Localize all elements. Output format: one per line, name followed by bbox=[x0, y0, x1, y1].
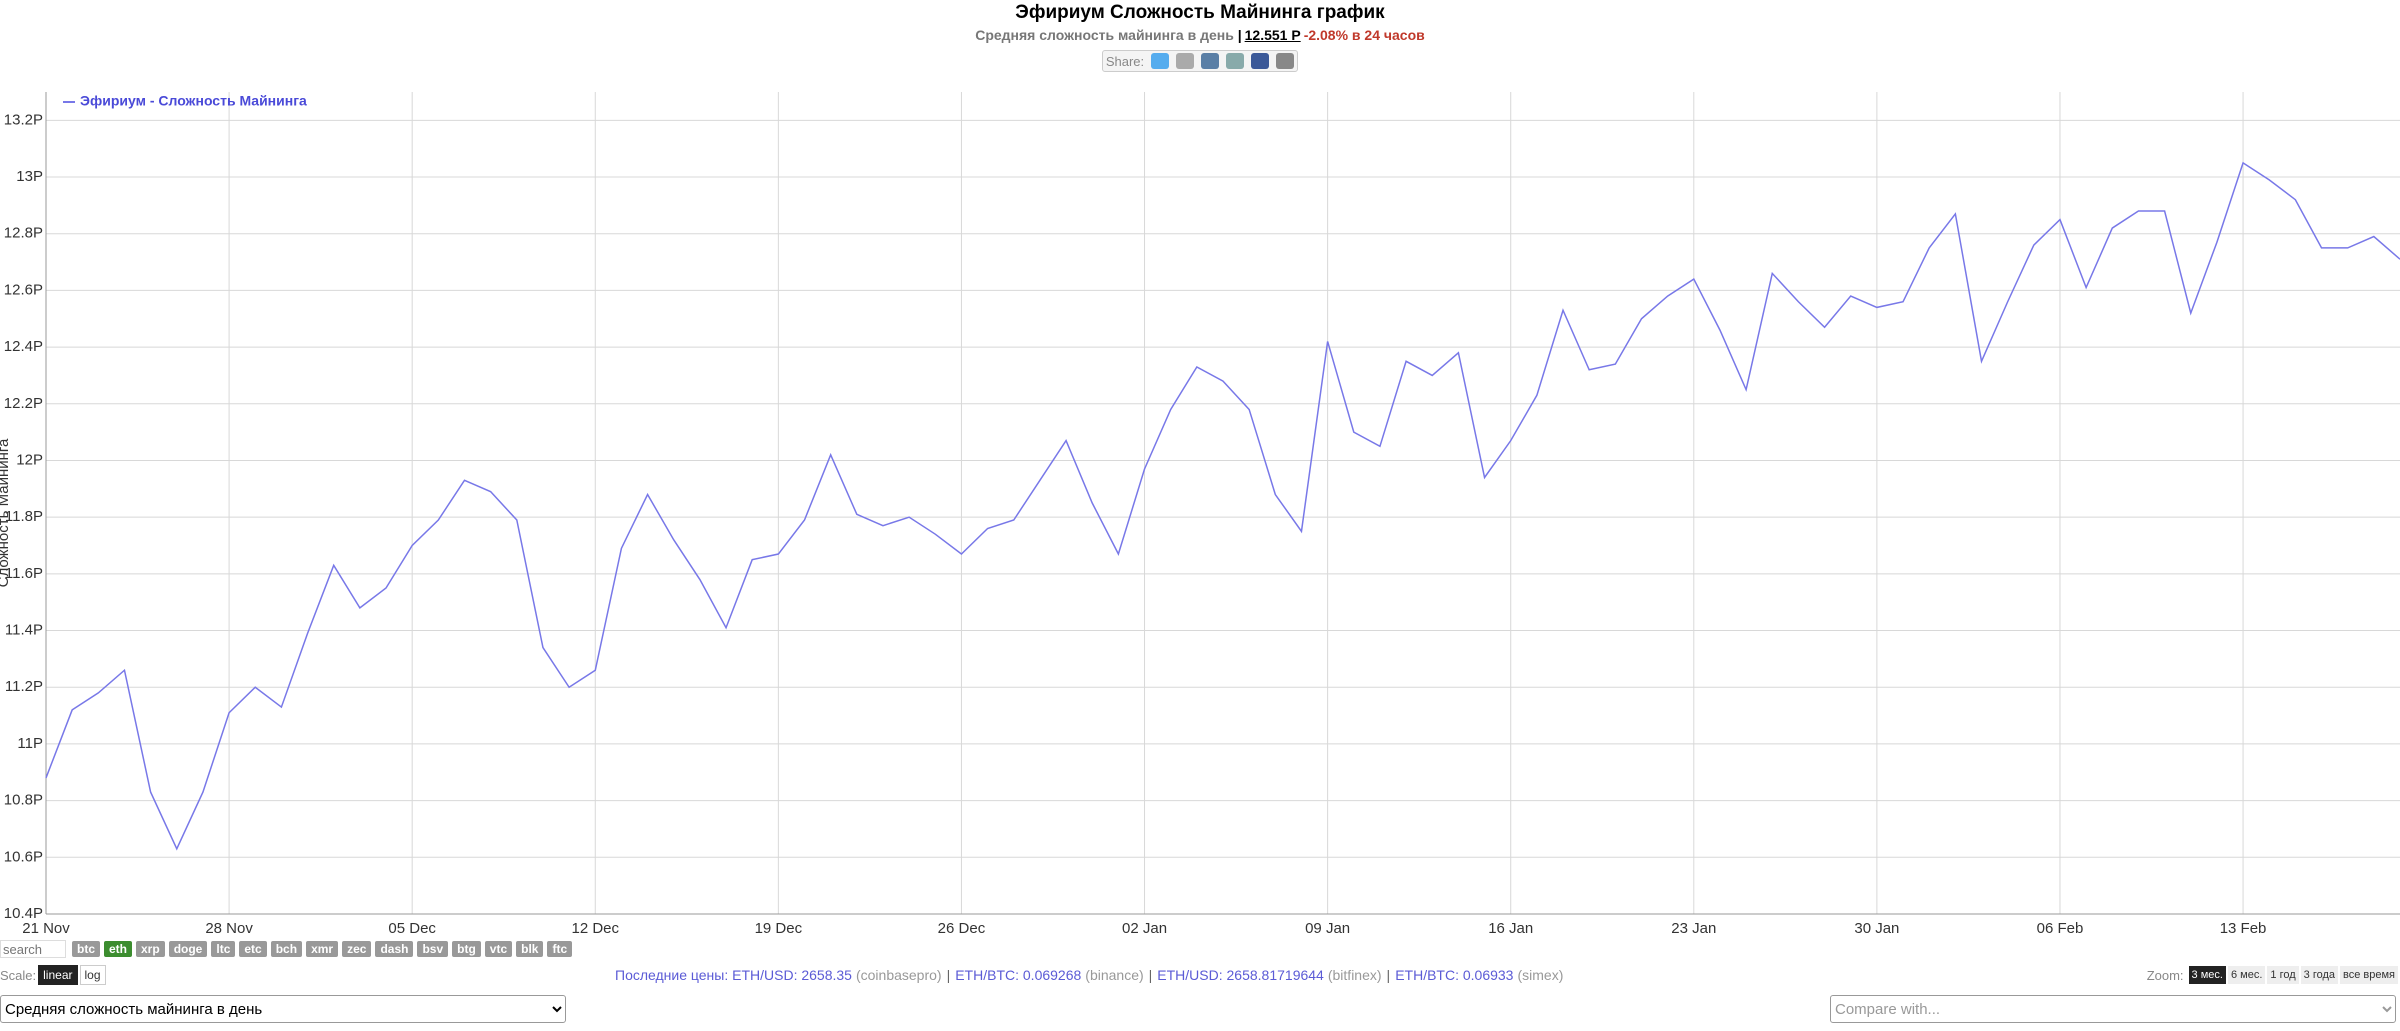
y-tick-label: 10.8P bbox=[4, 792, 43, 809]
coin-button[interactable]: ftc bbox=[547, 941, 573, 957]
zoom-button[interactable]: 3 года bbox=[2300, 966, 2338, 984]
series-line bbox=[45, 161, 2400, 851]
current-value: 12.551 P bbox=[1244, 27, 1301, 43]
subtitle-text: Средняя сложность майнинга в день bbox=[975, 27, 1234, 43]
price-quote: ETH/BTC: 0.069268 bbox=[955, 967, 1082, 983]
coin-button[interactable]: blk bbox=[516, 941, 544, 957]
y-tick-label: 13P bbox=[16, 168, 43, 185]
x-tick-label: 21 Nov bbox=[22, 920, 70, 937]
price-separator: | bbox=[1148, 967, 1153, 983]
price-source: (binance) bbox=[1085, 967, 1144, 983]
coin-button[interactable]: dash bbox=[375, 941, 414, 957]
scale-button[interactable]: log bbox=[79, 965, 106, 985]
scale-label: Scale: bbox=[0, 967, 37, 983]
coin-button[interactable]: etc bbox=[239, 941, 267, 957]
scale-row: Scale: linear log bbox=[0, 965, 106, 985]
legend-label: Эфириум - Сложность Майнинга bbox=[80, 93, 307, 109]
x-tick-label: 09 Jan bbox=[1305, 920, 1350, 937]
coin-button[interactable]: xrp bbox=[136, 941, 165, 957]
coin-row: btcethxrpdogeltcetcbchxmrzecdashbsvbtgvt… bbox=[0, 939, 576, 959]
x-tick-label: 16 Jan bbox=[1488, 920, 1533, 937]
y-tick-label: 10.6P bbox=[4, 848, 43, 865]
x-tick-label: 19 Dec bbox=[755, 920, 803, 937]
share-label: Share: bbox=[1105, 53, 1145, 69]
y-tick-label: 12P bbox=[16, 451, 43, 468]
zoom-button[interactable]: 6 мес. bbox=[2227, 966, 2266, 984]
x-tick-label: 28 Nov bbox=[205, 920, 253, 937]
y-tick-label: 10.4P bbox=[4, 905, 43, 922]
like-icon[interactable] bbox=[1226, 53, 1245, 69]
scale-button[interactable]: linear bbox=[38, 965, 78, 985]
weibo-icon[interactable] bbox=[1276, 53, 1295, 69]
y-tick-label: 11P bbox=[17, 735, 43, 752]
y-tick-label: 11.8P bbox=[5, 508, 43, 525]
x-tick-label: 12 Dec bbox=[572, 920, 620, 937]
change: -2.08% в 24 часов bbox=[1303, 27, 1425, 43]
share-box: Share: bbox=[1101, 50, 1299, 72]
coin-button[interactable]: bch bbox=[270, 941, 303, 957]
price-quote: ETH/BTC: 0.06933 bbox=[1395, 967, 1514, 983]
y-tick-label: 11.2P bbox=[5, 678, 43, 695]
y-tick-label: 12.4P bbox=[4, 338, 43, 355]
chart: 10.4P 10.6P 10.8P 11P 11.2P 11.4P 11.6P 11.8P 12… bbox=[0, 92, 2400, 937]
separator: | bbox=[1237, 27, 1242, 43]
y-tick-label: 11.4P bbox=[5, 622, 43, 639]
search-input[interactable] bbox=[0, 940, 66, 958]
coin-button[interactable]: vtc bbox=[484, 941, 513, 957]
coin-button[interactable]: btg bbox=[452, 941, 481, 957]
x-tick-label: 02 Jan bbox=[1122, 920, 1167, 937]
y-tick-label: 12.8P bbox=[4, 225, 43, 242]
price-source: (bitfinex) bbox=[1327, 967, 1382, 983]
facebook-icon[interactable] bbox=[1251, 53, 1270, 69]
last-prices: Последние цены: ETH/USD: 2658.35 (coinbas… bbox=[615, 965, 1563, 985]
x-tick-label: 13 Feb bbox=[2220, 920, 2267, 937]
y-tick-label: 12.6P bbox=[4, 281, 43, 298]
coin-button[interactable]: doge bbox=[168, 941, 208, 957]
x-tick-label: 30 Jan bbox=[1854, 920, 1899, 937]
coin-button[interactable]: ltc bbox=[211, 941, 236, 957]
last-prices-label: Последние цены: bbox=[615, 967, 729, 983]
y-tick-label: 13.2P bbox=[4, 111, 43, 128]
zoom-button[interactable]: 1 год bbox=[2267, 966, 2299, 984]
x-tick-label: 23 Jan bbox=[1671, 920, 1716, 937]
y-tick-label: 11.6P bbox=[5, 565, 43, 582]
price-quote: ETH/USD: 2658.35 bbox=[732, 967, 852, 983]
reddit-icon[interactable] bbox=[1176, 53, 1195, 69]
x-tick-label: 26 Dec bbox=[938, 920, 986, 937]
vk-icon[interactable] bbox=[1201, 53, 1220, 69]
x-tick-label: 05 Dec bbox=[388, 920, 436, 937]
zoom-row: Zoom: 3 мес. 6 мес. 1 год 3 года все время bbox=[2147, 965, 2398, 985]
coin-button[interactable]: bsv bbox=[417, 941, 449, 957]
price-separator: | bbox=[946, 967, 951, 983]
share-row: Share: bbox=[0, 50, 2400, 72]
zoom-button[interactable]: 3 мес. bbox=[2188, 966, 2226, 984]
x-tick-label: 06 Feb bbox=[2037, 920, 2084, 937]
coin-button[interactable]: xmr bbox=[306, 941, 339, 957]
y-tick-label: 12.2P bbox=[4, 395, 43, 412]
twitter-icon[interactable] bbox=[1151, 53, 1170, 69]
price-quote: ETH/USD: 2658.81719644 bbox=[1157, 967, 1324, 983]
compare-select[interactable]: Compare with... bbox=[1830, 995, 2396, 1023]
price-source: (simex) bbox=[1517, 967, 1564, 983]
metric-select[interactable]: Средняя сложность майнинга в день bbox=[0, 995, 566, 1023]
price-source: (coinbasepro) bbox=[855, 967, 942, 983]
y-axis-title: Сложность Майнинга bbox=[0, 438, 12, 587]
page-title: Эфириум Сложность Майнинга график bbox=[1015, 2, 1385, 23]
price-separator: | bbox=[1386, 967, 1391, 983]
subtitle: Средняя сложность майнинга в день | 12.55… bbox=[0, 27, 2400, 43]
zoom-label: Zoom: bbox=[2146, 967, 2184, 983]
coin-button[interactable]: eth bbox=[104, 941, 132, 957]
coin-button[interactable]: zec bbox=[342, 941, 372, 957]
zoom-button[interactable]: все время bbox=[2340, 966, 2398, 984]
coin-button[interactable]: btc bbox=[72, 941, 100, 957]
